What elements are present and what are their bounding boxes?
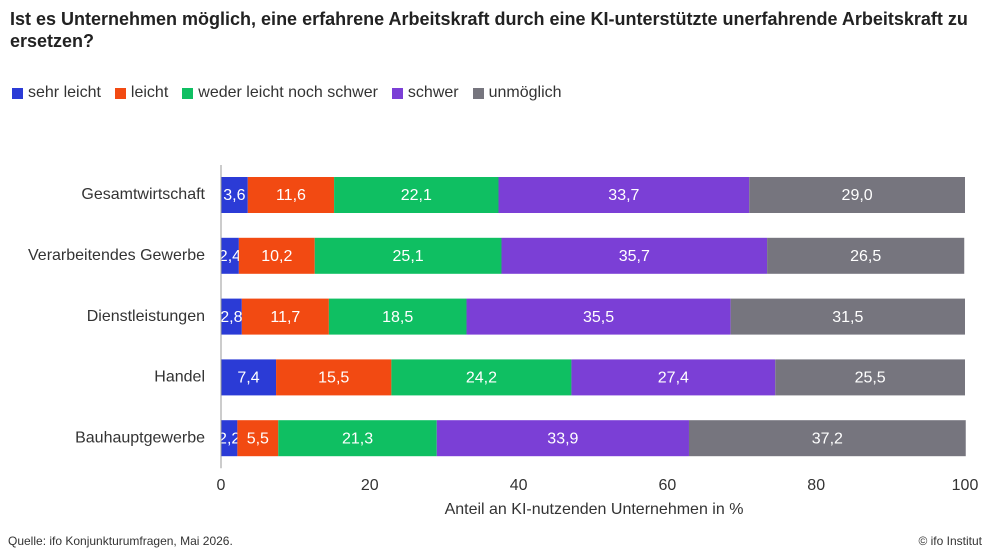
data-label: 33,7 (608, 187, 639, 204)
bar-segment (436, 420, 689, 457)
y-tick-label: Gesamtwirtschaft (81, 186, 205, 203)
bar-segment (571, 359, 776, 396)
bar-segment (221, 177, 248, 213)
y-tick-label: Verarbeitendes Gewerbe (28, 247, 205, 264)
data-label: 25,1 (393, 248, 424, 265)
bar-segment (775, 359, 965, 396)
bar-segment (237, 420, 279, 457)
x-tick-label: 20 (361, 477, 379, 494)
legend-label: unmöglich (488, 84, 562, 101)
x-tick-label: 80 (807, 477, 825, 494)
data-label: 18,5 (382, 309, 413, 326)
data-label: 22,1 (401, 187, 432, 204)
x-tick-label: 100 (952, 477, 979, 494)
y-tick-label: Bauhauptgewerbe (75, 429, 205, 446)
bar-segment (767, 237, 965, 274)
legend-label: schwer (407, 84, 459, 101)
data-label: 2,8 (220, 309, 242, 326)
y-tick-label: Dienstleistungen (87, 308, 205, 325)
data-label: 2,4 (219, 248, 241, 265)
bar-segment (314, 237, 502, 274)
bar-segment (241, 298, 329, 335)
legend-label: sehr leicht (28, 84, 101, 101)
data-label: 25,5 (855, 370, 886, 387)
legend-swatch (391, 87, 403, 99)
legend-swatch (12, 87, 23, 99)
data-label: 33,9 (547, 430, 578, 447)
x-axis-label: Anteil an KI-nutzenden Unternehmen in % (445, 501, 744, 518)
bar-segment (501, 237, 768, 274)
bar-segment (334, 177, 499, 213)
data-label: 31,5 (832, 309, 863, 326)
credit: © ifo Institut (918, 534, 982, 548)
data-label: 35,7 (619, 248, 650, 265)
x-tick-label: 40 (510, 477, 528, 494)
legend-label: weder leicht noch schwer (198, 84, 378, 101)
bar-segment (221, 237, 239, 274)
data-label: 27,4 (658, 370, 689, 387)
x-tick-label: 0 (217, 477, 226, 494)
data-label: 37,2 (812, 430, 843, 447)
data-label: 3,6 (223, 187, 245, 204)
bar-segment (391, 359, 572, 396)
data-label: 10,2 (261, 248, 292, 265)
data-label: 35,5 (583, 309, 614, 326)
bar-segment (749, 177, 965, 213)
data-label: 5,5 (247, 430, 269, 447)
data-label: 11,6 (276, 187, 306, 204)
bar-segment (247, 177, 335, 213)
legend-item: schwer (391, 84, 459, 102)
bar-segment (221, 298, 242, 335)
bar-segment (328, 298, 467, 335)
data-label: 11,7 (270, 309, 300, 326)
data-label: 15,5 (318, 370, 349, 387)
data-label: 24,2 (466, 370, 497, 387)
bar-segment (278, 420, 437, 457)
chart-title: Ist es Unternehmen möglich, eine erfahre… (10, 9, 968, 51)
bar-segment (221, 420, 238, 457)
bar-segment (221, 359, 277, 396)
bar-segment (466, 298, 731, 335)
source: Quelle: ifo Konjunkturumfragen, Mai 2026… (8, 534, 233, 548)
legend-label: leicht (130, 84, 169, 101)
x-tick-label: 60 (659, 477, 677, 494)
y-tick-label: Handel (154, 369, 205, 386)
data-label: 2,2 (218, 430, 240, 447)
legend-item: sehr leicht (12, 84, 101, 102)
legend-item: unmöglich (472, 84, 562, 102)
data-label: 21,3 (342, 430, 373, 447)
legend-item: weder leicht noch schwer (182, 84, 378, 102)
bar-segment (688, 420, 966, 457)
bar-segment (238, 237, 315, 274)
data-label: 29,0 (842, 187, 873, 204)
bar-segment (498, 177, 750, 213)
legend-swatch (182, 87, 194, 99)
legend-swatch (114, 87, 126, 99)
bar-segment (730, 298, 965, 335)
legend: sehr leicht leicht weder leicht noch schwe… (12, 84, 562, 102)
legend-swatch (472, 87, 484, 99)
data-label: 26,5 (850, 248, 881, 265)
data-label: 7,4 (237, 370, 259, 387)
legend-item: leicht (114, 84, 169, 102)
bar-segment (276, 359, 392, 396)
